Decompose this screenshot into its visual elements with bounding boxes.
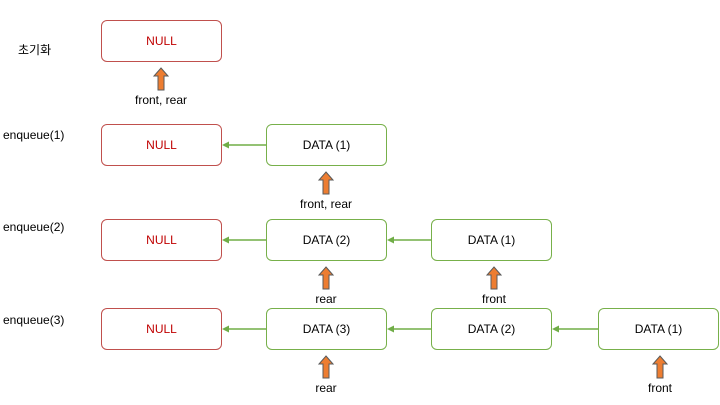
up-arrow-icon: [486, 266, 502, 290]
data-node: DATA (3): [266, 308, 387, 350]
pointer-label-front-rear: front, rear: [135, 93, 187, 107]
data-node: DATA (1): [266, 124, 387, 166]
up-arrow-icon: [318, 266, 334, 290]
row-label-enqueue-3: enqueue(3): [3, 313, 64, 327]
data-node: DATA (2): [266, 219, 387, 261]
pointer-label-rear: rear: [315, 381, 336, 395]
link-arrow-icon: [222, 323, 267, 335]
row-label-init: 초기화: [18, 41, 51, 58]
link-arrow-icon: [552, 323, 599, 335]
row-label-enqueue-2: enqueue(2): [3, 220, 64, 234]
row-label-enqueue-1: enqueue(1): [3, 128, 64, 142]
null-node: NULL: [101, 124, 222, 166]
link-arrow-icon: [387, 234, 432, 246]
up-arrow-icon: [318, 355, 334, 379]
data-node: DATA (2): [431, 308, 552, 350]
link-arrow-icon: [222, 139, 267, 151]
pointer-label-front-rear: front, rear: [300, 197, 352, 211]
link-arrow-icon: [387, 323, 432, 335]
pointer-label-front: front: [482, 292, 506, 306]
pointer-label-front: front: [648, 381, 672, 395]
link-arrow-icon: [222, 234, 267, 246]
up-arrow-icon: [153, 67, 169, 91]
pointer-label-rear: rear: [315, 292, 336, 306]
data-node: DATA (1): [431, 219, 552, 261]
up-arrow-icon: [318, 171, 334, 195]
up-arrow-icon: [652, 355, 668, 379]
null-node: NULL: [101, 219, 222, 261]
data-node: DATA (1): [598, 308, 719, 350]
null-node: NULL: [101, 20, 222, 62]
null-node: NULL: [101, 308, 222, 350]
